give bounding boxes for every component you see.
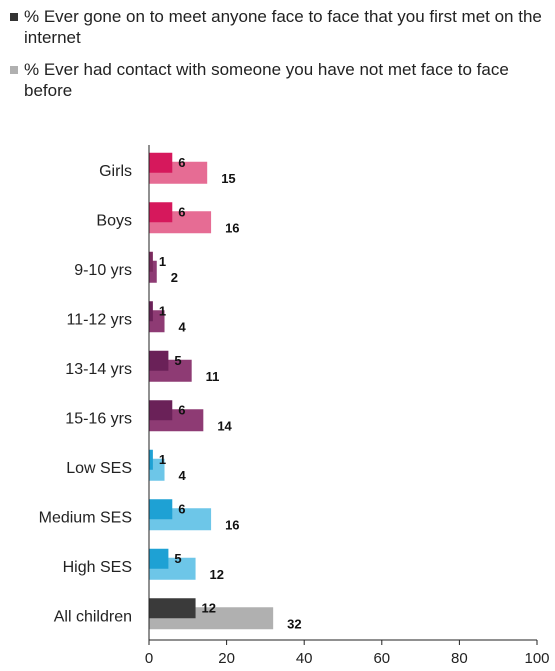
bar-met-face-to-face-15-16-yrs: [149, 400, 173, 421]
data-label-met-face-to-face-13-14-yrs: 5: [174, 353, 181, 368]
category-label-girls: Girls: [99, 163, 132, 180]
category-label-low-ses: Low SES: [66, 460, 132, 477]
data-label-met-face-to-face-medium-ses: 6: [178, 501, 185, 516]
data-label-met-face-to-face-low-ses: 1: [159, 452, 166, 467]
bar-met-face-to-face-girls: [149, 152, 173, 173]
data-label-had-contact-9-10-yrs: 2: [171, 270, 178, 285]
bar-met-face-to-face-13-14-yrs: [149, 350, 169, 371]
chart-legend: % Ever gone on to meet anyone face to fa…: [8, 6, 553, 112]
legend-item-had-contact: % Ever had contact with someone you have…: [8, 59, 553, 101]
category-label-11-12-yrs: 11-12 yrs: [66, 311, 132, 328]
category-label-all-children: All children: [54, 608, 132, 625]
bar-met-face-to-face-medium-ses: [149, 499, 173, 520]
data-label-had-contact-medium-ses: 16: [225, 517, 239, 532]
data-label-had-contact-high-ses: 12: [210, 567, 224, 582]
bar-met-face-to-face-boys: [149, 202, 173, 223]
data-label-had-contact-boys: 16: [225, 220, 239, 235]
bar-met-face-to-face-high-ses: [149, 548, 169, 569]
bar-met-face-to-face-all-children: [149, 598, 196, 619]
data-label-met-face-to-face-11-12-yrs: 1: [159, 303, 166, 318]
data-label-met-face-to-face-high-ses: 5: [174, 551, 181, 566]
legend-label-met-face-to-face: % Ever gone on to meet anyone face to fa…: [24, 7, 542, 47]
legend-swatch-met-face-to-face: [10, 13, 18, 21]
data-label-met-face-to-face-9-10-yrs: 1: [159, 254, 166, 269]
data-label-met-face-to-face-15-16-yrs: 6: [178, 402, 185, 417]
data-label-had-contact-all-children: 32: [287, 616, 301, 631]
bar-met-face-to-face-low-ses: [149, 449, 153, 470]
category-label-9-10-yrs: 9-10 yrs: [74, 262, 132, 279]
x-tick-label-20: 20: [218, 650, 235, 667]
data-label-had-contact-11-12-yrs: 4: [179, 319, 187, 334]
data-label-met-face-to-face-boys: 6: [178, 204, 185, 219]
x-tick-label-100: 100: [524, 650, 549, 667]
x-tick-label-40: 40: [296, 650, 313, 667]
x-tick-label-60: 60: [373, 650, 390, 667]
legend-swatch-had-contact: [10, 66, 18, 74]
data-label-had-contact-15-16-yrs: 14: [217, 418, 232, 433]
category-label-15-16-yrs: 15-16 yrs: [65, 410, 132, 427]
category-label-medium-ses: Medium SES: [39, 509, 132, 526]
legend-label-had-contact: % Ever had contact with someone you have…: [24, 60, 509, 100]
data-label-met-face-to-face-all-children: 12: [202, 600, 216, 615]
bar-met-face-to-face-9-10-yrs: [149, 251, 153, 272]
category-label-high-ses: High SES: [63, 559, 132, 576]
bar-met-face-to-face-11-12-yrs: [149, 301, 153, 322]
data-label-met-face-to-face-girls: 6: [178, 155, 185, 170]
x-tick-label-80: 80: [451, 650, 468, 667]
data-label-had-contact-girls: 15: [221, 171, 235, 186]
data-label-had-contact-low-ses: 4: [179, 468, 187, 483]
data-label-had-contact-13-14-yrs: 11: [206, 369, 220, 384]
category-label-boys: Boys: [96, 212, 132, 229]
category-label-13-14-yrs: 13-14 yrs: [65, 361, 132, 378]
x-tick-label-0: 0: [145, 650, 153, 667]
legend-item-met-face-to-face: % Ever gone on to meet anyone face to fa…: [8, 6, 553, 48]
